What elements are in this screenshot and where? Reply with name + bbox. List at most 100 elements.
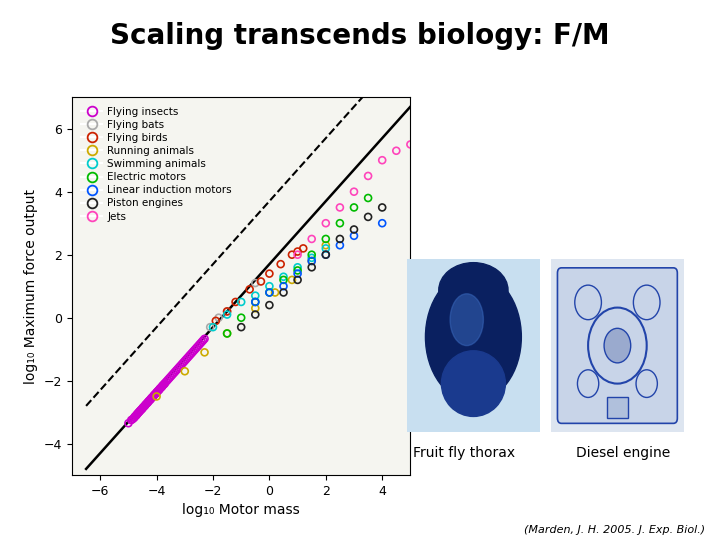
Point xyxy=(255,277,266,286)
Point xyxy=(138,403,149,412)
Point xyxy=(235,298,247,306)
Point xyxy=(131,410,143,418)
Point xyxy=(148,391,160,400)
Point xyxy=(320,244,331,253)
Point xyxy=(320,251,331,259)
Point xyxy=(221,307,233,316)
Point xyxy=(161,377,172,386)
Point xyxy=(139,402,150,410)
Point xyxy=(136,405,148,414)
Point xyxy=(292,247,303,256)
Point xyxy=(145,394,157,402)
Point xyxy=(128,414,140,422)
Point xyxy=(175,361,186,370)
Point xyxy=(153,386,165,394)
Point xyxy=(151,392,163,401)
Point xyxy=(306,263,318,272)
Point xyxy=(134,407,145,416)
Point xyxy=(250,298,261,306)
Point xyxy=(221,329,233,338)
Point xyxy=(172,364,184,373)
Point xyxy=(306,235,318,244)
Point xyxy=(122,419,134,428)
Point xyxy=(142,399,153,407)
Point xyxy=(130,411,141,420)
Point xyxy=(286,251,298,259)
Point xyxy=(264,288,275,297)
Point xyxy=(221,329,233,338)
Point xyxy=(181,355,192,363)
Point xyxy=(127,415,138,423)
Point xyxy=(221,310,233,319)
Point xyxy=(348,203,360,212)
Point xyxy=(275,260,287,268)
Point xyxy=(278,275,289,284)
Point xyxy=(278,288,289,297)
Point xyxy=(264,288,275,297)
Point xyxy=(362,172,374,180)
Point xyxy=(190,344,202,353)
Point xyxy=(334,241,346,249)
Point xyxy=(135,406,146,415)
Point xyxy=(250,304,261,313)
Ellipse shape xyxy=(438,262,508,318)
Ellipse shape xyxy=(426,272,521,402)
Point xyxy=(165,372,176,381)
Point xyxy=(140,401,151,409)
Point xyxy=(278,282,289,291)
Point xyxy=(169,368,181,376)
Point xyxy=(132,409,143,418)
Point xyxy=(306,256,318,265)
Point xyxy=(269,288,281,297)
Text: Scaling transcends biology: F/M: Scaling transcends biology: F/M xyxy=(110,22,610,50)
Point xyxy=(163,374,175,382)
Point xyxy=(156,383,168,391)
Point xyxy=(197,336,209,345)
Point xyxy=(264,301,275,309)
Point xyxy=(152,387,163,395)
Point xyxy=(292,266,303,275)
Point xyxy=(186,349,197,357)
Point xyxy=(125,416,137,424)
Point xyxy=(348,225,360,234)
Point xyxy=(150,389,162,397)
Point xyxy=(320,235,331,244)
Ellipse shape xyxy=(441,351,505,416)
Point xyxy=(182,353,194,362)
Point xyxy=(130,411,142,420)
Point xyxy=(221,307,233,316)
Point xyxy=(162,375,174,384)
Point xyxy=(148,392,159,401)
Legend: Flying insects, Flying bats, Flying birds, Running animals, Swimming animals, El: Flying insects, Flying bats, Flying bird… xyxy=(77,103,236,226)
Ellipse shape xyxy=(428,298,452,376)
Point xyxy=(135,406,147,414)
Point xyxy=(174,363,185,372)
Point xyxy=(158,380,170,388)
Point xyxy=(147,393,158,401)
Point xyxy=(292,269,303,278)
Point xyxy=(244,285,256,294)
Point xyxy=(377,203,388,212)
Point xyxy=(362,194,374,202)
Point xyxy=(150,390,161,399)
Circle shape xyxy=(604,328,631,363)
Point xyxy=(334,219,346,227)
Point xyxy=(140,400,152,409)
Point xyxy=(199,348,210,357)
Point xyxy=(306,256,318,265)
Point xyxy=(204,323,216,332)
Point xyxy=(168,369,179,378)
Point xyxy=(306,254,318,262)
Point xyxy=(405,140,416,149)
Point xyxy=(348,187,360,196)
Point xyxy=(189,346,200,354)
Point xyxy=(250,292,261,300)
Point xyxy=(362,213,374,221)
Point xyxy=(159,379,171,387)
Point xyxy=(264,282,275,291)
Point xyxy=(320,219,331,227)
Point xyxy=(179,356,191,365)
Point xyxy=(297,244,309,253)
Ellipse shape xyxy=(495,298,518,376)
Point xyxy=(306,251,318,259)
